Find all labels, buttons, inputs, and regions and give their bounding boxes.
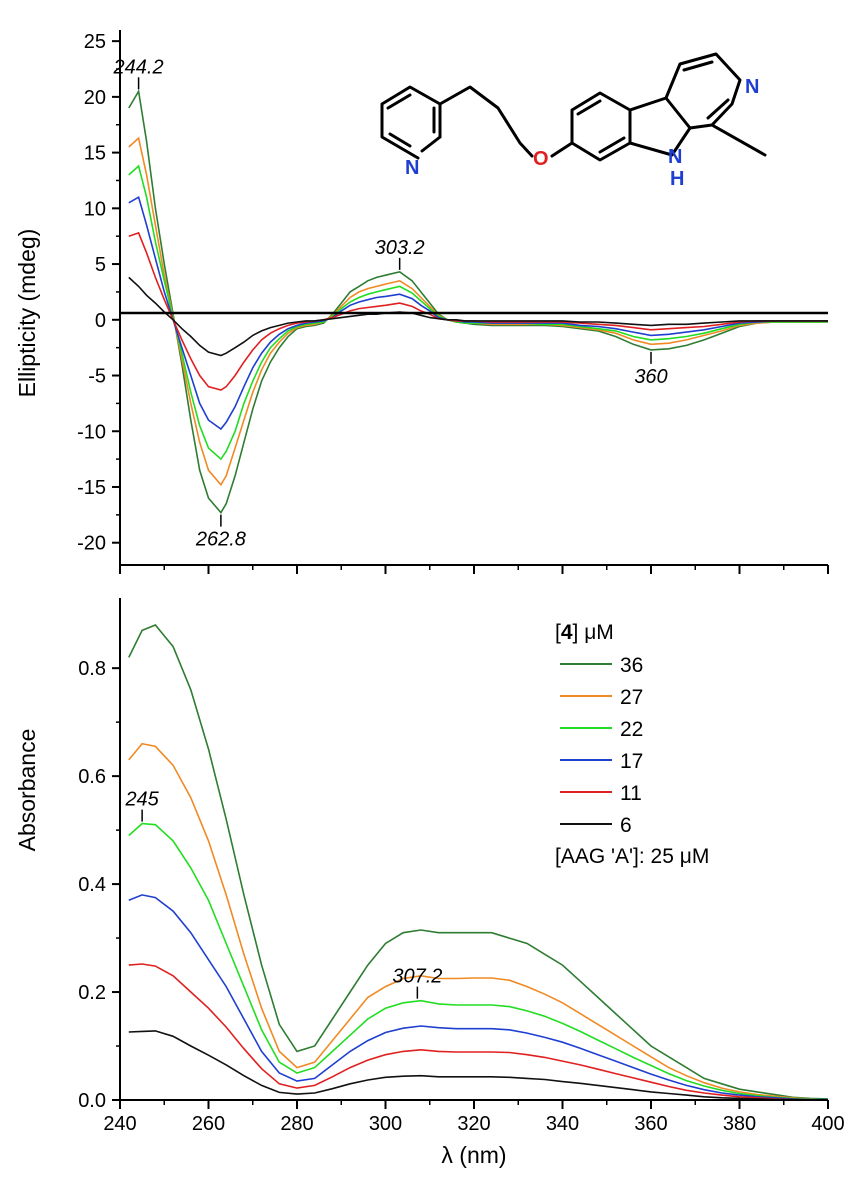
indole-nh-label: N [668, 146, 682, 168]
absorbance-x-tick-label: 360 [634, 1113, 667, 1135]
cd-series-27 [128, 136, 828, 487]
benzene-inner-bonds [576, 99, 626, 154]
absorbance-y-tick-label: 0.0 [78, 1090, 106, 1112]
legend-title: [4] μM [555, 621, 614, 644]
cd-y-axis-title: Ellipticity (mdeg) [14, 229, 40, 398]
methyl-bond [710, 123, 767, 157]
absorbance-y-tick-label: 0.6 [78, 766, 106, 788]
absorbance-series-17 [128, 894, 828, 1101]
cd-series-6 [128, 276, 828, 357]
cd-annotation-label: 360 [634, 366, 667, 388]
cd-series-11 [128, 231, 828, 391]
indole-h-label: H [670, 168, 684, 190]
legend-title-close: ] [573, 621, 579, 644]
x-axis-title: λ (nm) [441, 1142, 506, 1168]
cd-y-tick-label: 25 [84, 31, 106, 53]
absorbance-series-22 [128, 822, 829, 1101]
absorbance-y-tick-label: 0.8 [78, 658, 106, 680]
pyridine-n-bond [420, 135, 442, 153]
absorbance-annotations: 245 307.2 [124, 789, 442, 999]
legend: [4] μM 36 27 22 17 11 6 [AAG 'A']: 25 μM [555, 621, 709, 868]
cd-annotation-label: 262.8 [195, 529, 246, 551]
absorbance-series-36 [128, 624, 829, 1100]
cd-y-tick-label: -5 [88, 366, 106, 388]
absorbance-y-axis-title: Absorbance [14, 729, 40, 852]
absorbance-x-tick-label: 400 [811, 1113, 844, 1135]
legend-label-36: 36 [620, 654, 643, 677]
cd-annotation-label: 303.2 [375, 237, 425, 259]
absorbance-panel: 0.0 0.2 0.4 0.6 0.8 240 260 280 300 320 340 360 380 4… [14, 598, 845, 1168]
absorbance-series-6 [128, 1030, 828, 1101]
absorbance-x-tick-label: 340 [546, 1113, 579, 1135]
cd-series-22 [128, 164, 828, 461]
absorbance-series-11 [128, 963, 829, 1101]
cd-y-tick-label: 10 [84, 198, 106, 220]
pyridine-ring-inner-bonds [386, 93, 436, 148]
cd-annotations: 244.2 303.2 360 262.8 [113, 56, 668, 550]
cd-series-17 [128, 195, 828, 431]
pyridine-ring-bonds [380, 85, 442, 160]
ether-bond [550, 141, 574, 158]
legend-label-11: 11 [620, 782, 642, 805]
legend-label-27: 27 [620, 686, 643, 709]
cd-annotation-label: 244.2 [113, 56, 164, 78]
oxygen-label: O [533, 148, 549, 170]
absorbance-axes: 0.0 0.2 0.4 0.6 0.8 240 260 280 300 320 340 360 380 4… [78, 598, 845, 1135]
ethylene-linker [438, 85, 534, 158]
cd-y-tick-label: 5 [95, 254, 106, 276]
legend-label-22: 22 [620, 718, 643, 741]
legend-title-unit: μM [578, 621, 613, 644]
cd-y-tick-label: -20 [77, 533, 106, 555]
legend-title-bold: 4 [561, 621, 573, 644]
structure-atom-labels: N O N H N [405, 76, 759, 190]
legend-footer: [AAG 'A']: 25 μM [555, 845, 709, 868]
cd-spectrum-panel: 25 20 15 10 5 0 -5 -10 -15 -20 244.2 303.2 360 262.8… [14, 30, 829, 574]
absorbance-x-tick-label: 240 [103, 1113, 136, 1135]
legend-label-6: 6 [620, 814, 632, 837]
pyridine-nitrogen-label: N [405, 157, 419, 179]
absorbance-series-27 [128, 742, 829, 1101]
legend-title-open: [ [555, 621, 561, 644]
legend-label-17: 17 [620, 750, 643, 773]
absorbance-x-tick-label: 280 [280, 1113, 313, 1135]
carboline-nitrogen-label: N [745, 76, 759, 98]
cd-y-tick-label: -15 [77, 477, 106, 499]
absorbance-x-tick-label: 320 [457, 1113, 490, 1135]
cd-y-tick-label: 0 [95, 310, 106, 332]
absorbance-y-tick-label: 0.4 [78, 874, 106, 896]
absorbance-x-tick-label: 380 [723, 1113, 756, 1135]
cd-y-tick-label: -10 [77, 421, 106, 443]
absorbance-annotation-label: 245 [124, 789, 159, 811]
cd-y-tick-label: 20 [84, 87, 106, 109]
cd-series-36 [128, 88, 828, 514]
absorbance-series-group [128, 624, 829, 1101]
legend-entries: 36 27 22 17 11 6 [560, 654, 643, 837]
absorbance-x-tick-label: 300 [369, 1113, 402, 1135]
absorbance-x-tick-label: 260 [192, 1113, 225, 1135]
cd-axes: 25 20 15 10 5 0 -5 -10 -15 -20 [77, 30, 829, 574]
chemical-structure [380, 52, 767, 162]
carboline-inner-bonds [682, 60, 730, 120]
absorbance-y-tick-label: 0.2 [78, 982, 106, 1004]
absorbance-annotation-label: 307.2 [392, 966, 442, 988]
cd-y-tick-label: 15 [84, 143, 106, 165]
cd-series-group [128, 88, 828, 514]
